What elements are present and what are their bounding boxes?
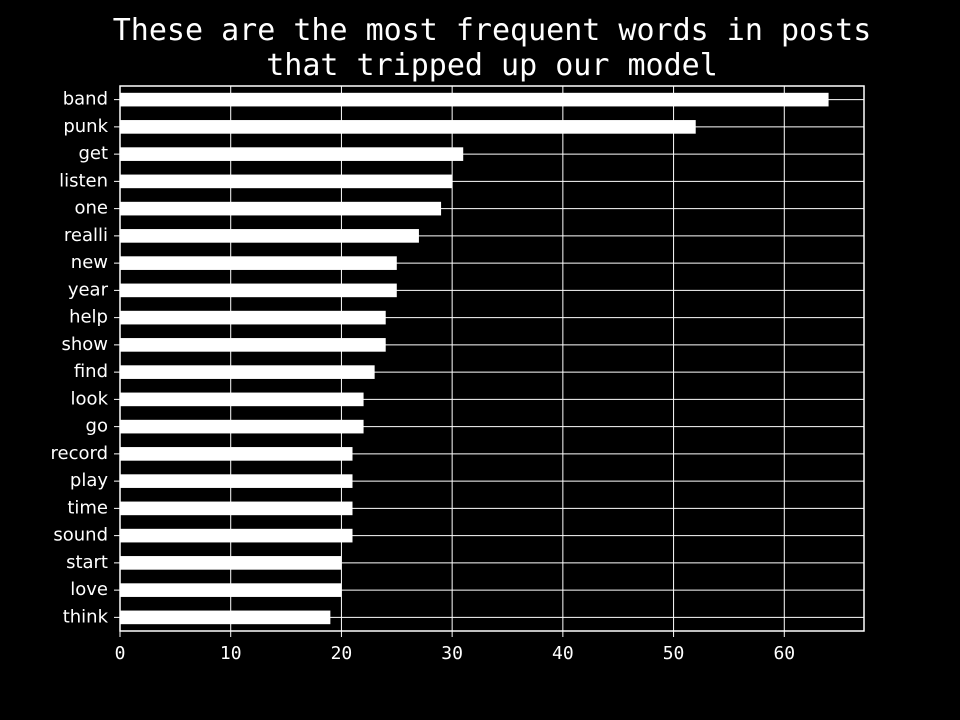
- x-tick-label: 40: [552, 643, 574, 664]
- y-tick-label: think: [63, 606, 109, 627]
- bar-love: [120, 583, 342, 597]
- y-tick-label: help: [69, 307, 108, 328]
- bar-find: [120, 365, 375, 379]
- bar-start: [120, 556, 342, 570]
- y-tick-label: show: [61, 334, 108, 355]
- y-tick-labels: band punk get listen one realli new year help sho…: [51, 89, 109, 628]
- y-tick-label: play: [70, 470, 108, 491]
- y-tick-label: realli: [64, 225, 108, 246]
- chart-title-line-1: These are the most frequent words in pos…: [113, 13, 872, 48]
- x-tick-label: 10: [220, 643, 242, 664]
- y-tick-label: get: [78, 143, 108, 164]
- x-tick-label: 50: [663, 643, 685, 664]
- bars: [120, 92, 829, 625]
- y-tick-label: band: [63, 89, 108, 110]
- bar-get: [120, 147, 464, 161]
- bar-new: [120, 256, 397, 270]
- x-tick-label: 60: [773, 643, 795, 664]
- bar-listen: [120, 174, 453, 189]
- y-tick-label: start: [66, 552, 108, 573]
- y-tick-label: find: [74, 361, 108, 382]
- y-tick-label: punk: [63, 116, 108, 137]
- x-tick-label: 20: [331, 643, 353, 664]
- bar-go: [120, 419, 364, 434]
- bar-show: [120, 338, 386, 352]
- plot-frame: [119, 85, 865, 632]
- x-tick-labels: 0 10 20 30 40 50 60: [115, 643, 796, 664]
- bar-punk: [120, 120, 696, 134]
- bar-year: [120, 283, 397, 298]
- x-tick-label: 0: [115, 643, 126, 664]
- y-tick-label: go: [86, 416, 108, 437]
- y-tick-label: one: [75, 198, 109, 219]
- bar-one: [120, 201, 442, 216]
- bar-realli: [120, 229, 419, 243]
- chart-title-line-2: that tripped up our model: [266, 48, 718, 83]
- x-tick-label: 30: [441, 643, 463, 664]
- bar-record: [120, 447, 353, 461]
- y-tick-label: record: [51, 443, 109, 464]
- y-tick-label: year: [68, 279, 109, 300]
- y-tick-label: sound: [53, 525, 108, 546]
- bar-band: [120, 92, 829, 107]
- bar-look: [120, 392, 364, 407]
- y-tick-label: listen: [59, 170, 108, 191]
- bar-sound: [120, 528, 353, 543]
- bar-help: [120, 310, 386, 325]
- y-tick-label: new: [71, 252, 108, 273]
- y-tick-label: time: [67, 497, 108, 518]
- y-tick-label: look: [71, 388, 109, 409]
- y-tick-label: love: [70, 579, 108, 600]
- bar-play: [120, 474, 353, 488]
- bar-time: [120, 501, 353, 516]
- bar-think: [120, 610, 331, 625]
- grid-lines: [114, 86, 864, 637]
